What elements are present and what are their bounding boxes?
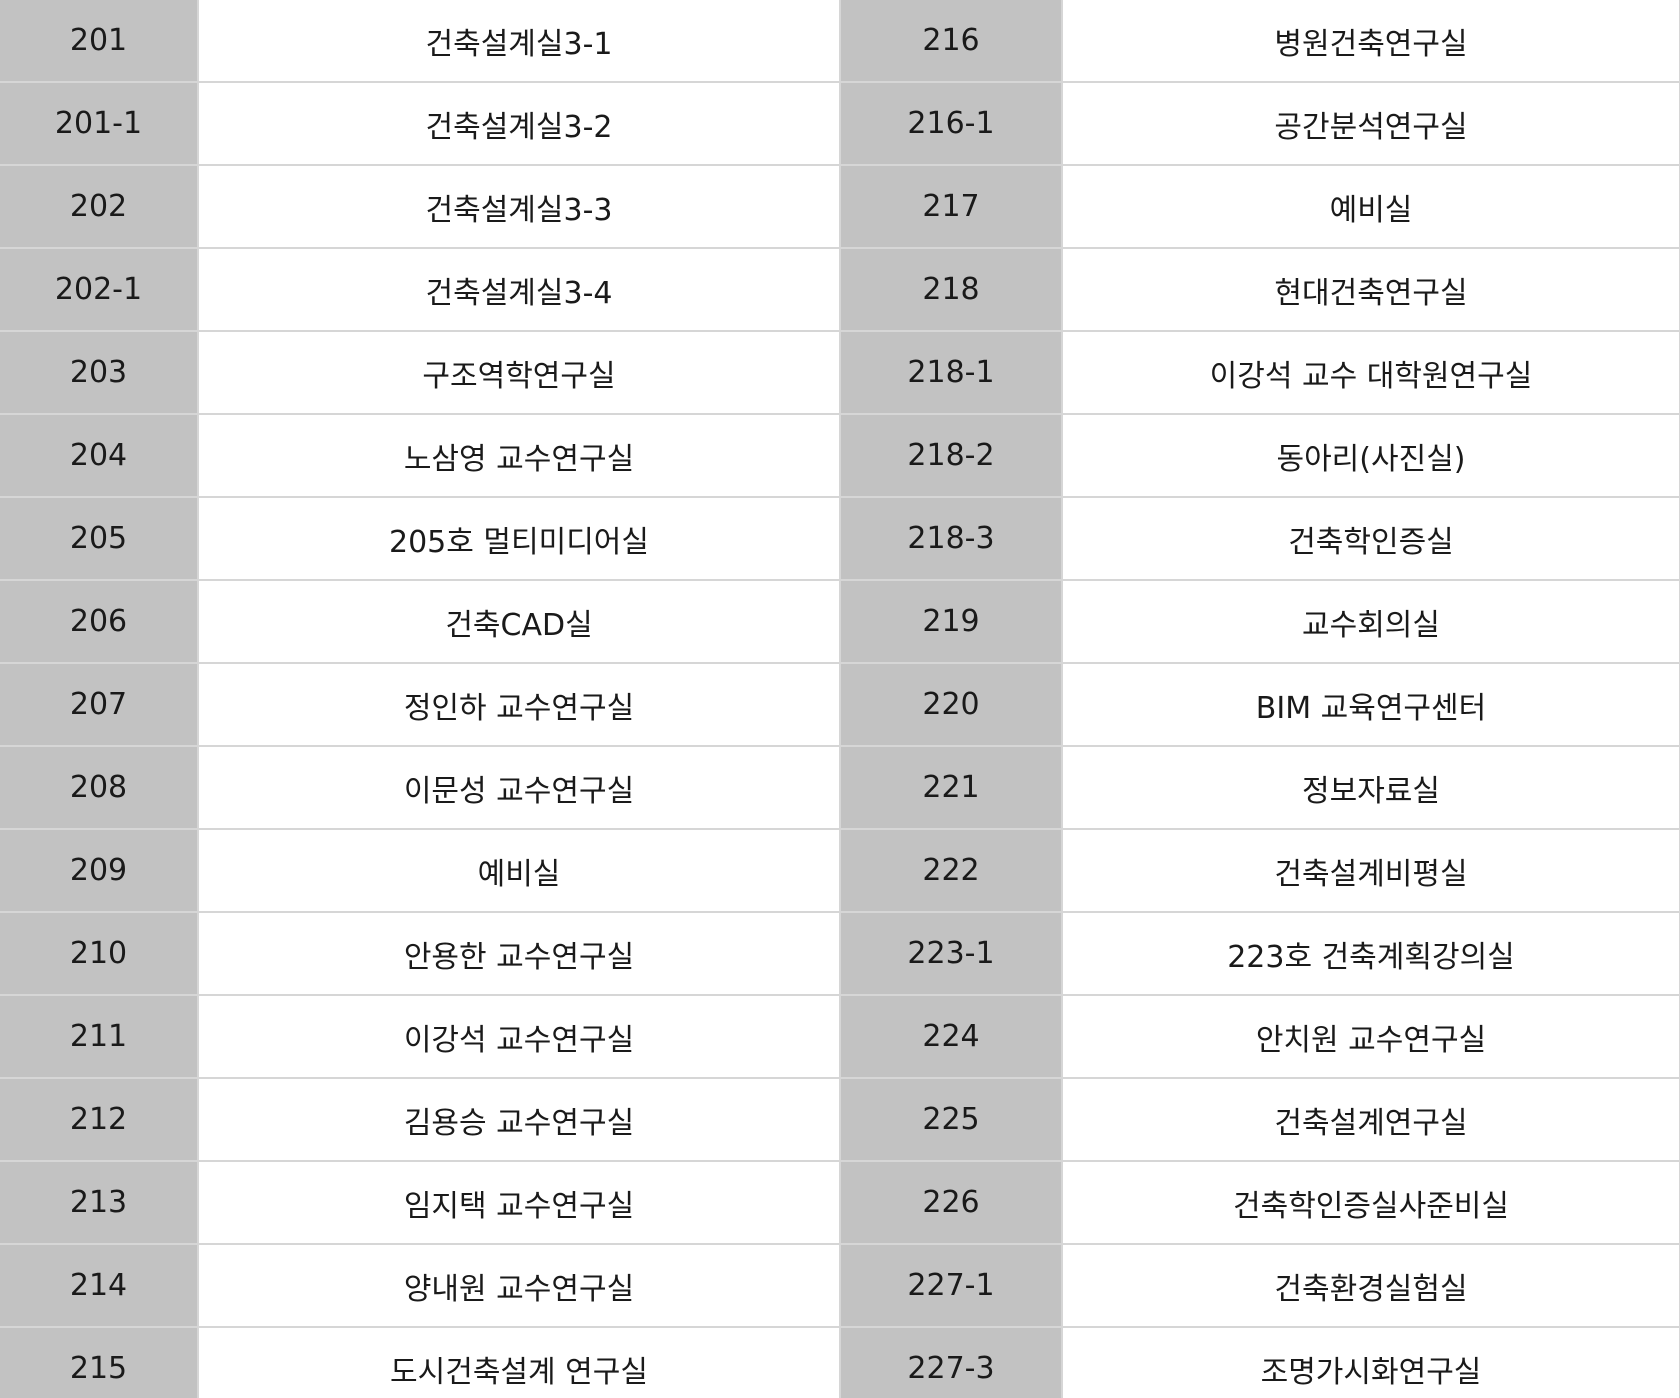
table-row: 204 노삼영 교수연구실 218-2 동아리(사진실) — [0, 414, 1680, 498]
right-room-number: 220 — [840, 663, 1063, 747]
right-room-name: BIM 교육연구센터 — [1062, 663, 1680, 747]
right-room-name: 223호 건축계획강의실 — [1062, 912, 1680, 996]
left-room-name: 안용한 교수연구실 — [198, 912, 841, 996]
left-room-name: 이강석 교수연구실 — [198, 995, 841, 1079]
left-room-number: 201-1 — [0, 82, 199, 166]
table-row: 205 205호 멀티미디어실 218-3 건축학인증실 — [0, 497, 1680, 581]
right-room-name: 건축환경실험실 — [1062, 1244, 1680, 1328]
table-row: 203 구조역학연구실 218-1 이강석 교수 대학원연구실 — [0, 331, 1680, 415]
left-room-number: 215 — [0, 1327, 199, 1398]
right-room-number: 218-2 — [840, 414, 1063, 498]
right-room-number: 216 — [840, 0, 1063, 83]
left-room-number: 207 — [0, 663, 199, 747]
left-room-number: 206 — [0, 580, 199, 664]
table-row: 207 정인하 교수연구실 220 BIM 교육연구센터 — [0, 663, 1680, 747]
left-room-number: 210 — [0, 912, 199, 996]
right-room-name: 공간분석연구실 — [1062, 82, 1680, 166]
right-room-name: 정보자료실 — [1062, 746, 1680, 830]
left-room-number: 209 — [0, 829, 199, 913]
table-row: 215 도시건축설계 연구실 227-3 조명가시화연구실 — [0, 1327, 1680, 1398]
right-room-name: 건축학인증실 — [1062, 497, 1680, 581]
left-room-name: 구조역학연구실 — [198, 331, 841, 415]
left-room-number: 202 — [0, 165, 199, 249]
left-room-number: 208 — [0, 746, 199, 830]
left-room-name: 양내원 교수연구실 — [198, 1244, 841, 1328]
left-room-number: 214 — [0, 1244, 199, 1328]
right-room-number: 218-1 — [840, 331, 1063, 415]
left-room-number: 204 — [0, 414, 199, 498]
right-room-number: 227-1 — [840, 1244, 1063, 1328]
right-room-number: 226 — [840, 1161, 1063, 1245]
left-room-number: 213 — [0, 1161, 199, 1245]
right-room-number: 224 — [840, 995, 1063, 1079]
left-room-name: 노삼영 교수연구실 — [198, 414, 841, 498]
left-room-name: 예비실 — [198, 829, 841, 913]
right-room-name: 병원건축연구실 — [1062, 0, 1680, 83]
table-row: 202 건축설계실3-3 217 예비실 — [0, 165, 1680, 249]
right-room-number: 222 — [840, 829, 1063, 913]
left-room-number: 211 — [0, 995, 199, 1079]
right-room-number: 218 — [840, 248, 1063, 332]
table-row: 201 건축설계실3-1 216 병원건축연구실 — [0, 0, 1680, 83]
right-room-number: 227-3 — [840, 1327, 1063, 1398]
right-room-number: 225 — [840, 1078, 1063, 1162]
right-room-number: 218-3 — [840, 497, 1063, 581]
table-row: 212 김용승 교수연구실 225 건축설계연구실 — [0, 1078, 1680, 1162]
left-room-number: 212 — [0, 1078, 199, 1162]
left-room-number: 205 — [0, 497, 199, 581]
left-room-number: 203 — [0, 331, 199, 415]
table-row: 206 건축CAD실 219 교수회의실 — [0, 580, 1680, 664]
right-room-name: 건축설계비평실 — [1062, 829, 1680, 913]
right-room-name: 동아리(사진실) — [1062, 414, 1680, 498]
right-room-name: 교수회의실 — [1062, 580, 1680, 664]
right-room-number: 223-1 — [840, 912, 1063, 996]
left-room-name: 김용승 교수연구실 — [198, 1078, 841, 1162]
right-room-name: 조명가시화연구실 — [1062, 1327, 1680, 1398]
left-room-name: 건축설계실3-3 — [198, 165, 841, 249]
table-row: 210 안용한 교수연구실 223-1 223호 건축계획강의실 — [0, 912, 1680, 996]
right-room-name: 이강석 교수 대학원연구실 — [1062, 331, 1680, 415]
right-room-name: 예비실 — [1062, 165, 1680, 249]
right-room-name: 안치원 교수연구실 — [1062, 995, 1680, 1079]
left-room-name: 건축CAD실 — [198, 580, 841, 664]
table-row: 202-1 건축설계실3-4 218 현대건축연구실 — [0, 248, 1680, 332]
table-row: 209 예비실 222 건축설계비평실 — [0, 829, 1680, 913]
table-row: 214 양내원 교수연구실 227-1 건축환경실험실 — [0, 1244, 1680, 1328]
table-row: 211 이강석 교수연구실 224 안치원 교수연구실 — [0, 995, 1680, 1079]
right-room-number: 221 — [840, 746, 1063, 830]
table-row: 208 이문성 교수연구실 221 정보자료실 — [0, 746, 1680, 830]
table-row: 201-1 건축설계실3-2 216-1 공간분석연구실 — [0, 82, 1680, 166]
left-room-name: 이문성 교수연구실 — [198, 746, 841, 830]
left-room-number: 202-1 — [0, 248, 199, 332]
left-room-name: 205호 멀티미디어실 — [198, 497, 841, 581]
table-row: 213 임지택 교수연구실 226 건축학인증실사준비실 — [0, 1161, 1680, 1245]
right-room-name: 건축설계연구실 — [1062, 1078, 1680, 1162]
left-room-name: 건축설계실3-4 — [198, 248, 841, 332]
left-room-name: 건축설계실3-1 — [198, 0, 841, 83]
left-room-name: 임지택 교수연구실 — [198, 1161, 841, 1245]
right-room-name: 현대건축연구실 — [1062, 248, 1680, 332]
left-room-number: 201 — [0, 0, 199, 83]
right-room-name: 건축학인증실사준비실 — [1062, 1161, 1680, 1245]
right-room-number: 217 — [840, 165, 1063, 249]
left-room-name: 정인하 교수연구실 — [198, 663, 841, 747]
left-room-name: 건축설계실3-2 — [198, 82, 841, 166]
right-room-number: 216-1 — [840, 82, 1063, 166]
right-room-number: 219 — [840, 580, 1063, 664]
left-room-name: 도시건축설계 연구실 — [198, 1327, 841, 1398]
